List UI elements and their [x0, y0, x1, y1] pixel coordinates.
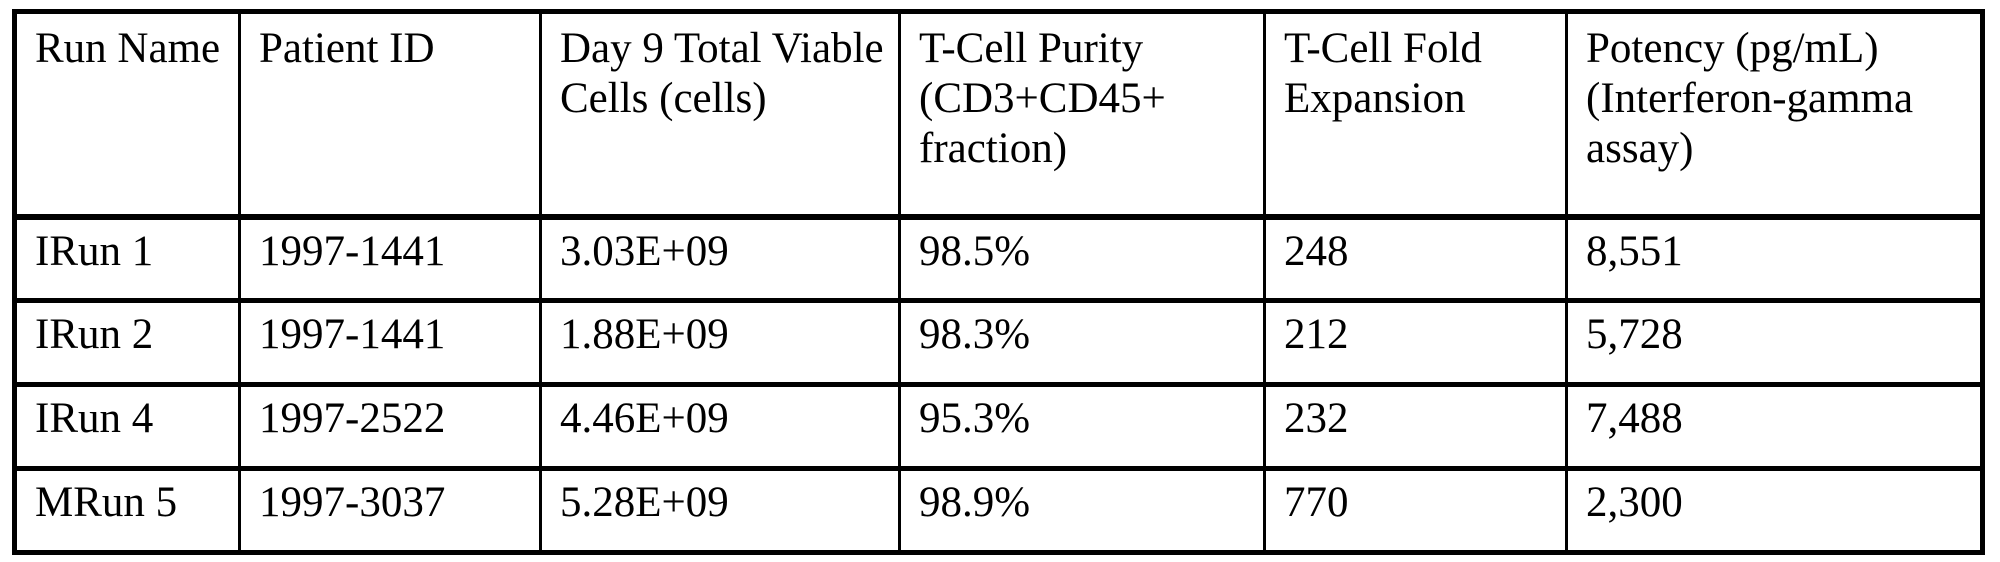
table-row: IRun 2 1997-1441 1.88E+09 98.3% 212 5,72… — [13, 298, 1984, 387]
header-cell-tcell-purity: T-Cell Purity (CD3+CD45+ fraction) — [898, 9, 1266, 220]
header-cell-fold-expansion: T-Cell Fold Expansion — [1263, 9, 1568, 220]
cell-run-name: IRun 4 — [13, 382, 241, 471]
cell-fold-expansion: 770 — [1263, 466, 1568, 555]
header-cell-run-name: Run Name — [13, 9, 241, 220]
cell-potency: 8,551 — [1565, 214, 1984, 303]
table-row: MRun 5 1997-3037 5.28E+09 98.9% 770 2,30… — [13, 466, 1984, 555]
cell-purity: 98.3% — [898, 298, 1266, 387]
cell-purity: 98.5% — [898, 214, 1266, 303]
results-table: Run Name Patient ID Day 9 Total Viable C… — [12, 9, 1985, 555]
cell-viable-cells: 1.88E+09 — [539, 298, 901, 387]
cell-fold-expansion: 232 — [1263, 382, 1568, 471]
cell-patient-id: 1997-1441 — [238, 298, 542, 387]
cell-patient-id: 1997-1441 — [238, 214, 542, 303]
cell-viable-cells: 4.46E+09 — [539, 382, 901, 471]
cell-run-name: IRun 2 — [13, 298, 241, 387]
cell-viable-cells: 3.03E+09 — [539, 214, 901, 303]
header-cell-day9-viable-cells: Day 9 Total Viable Cells (cells) — [539, 9, 901, 220]
cell-purity: 98.9% — [898, 466, 1266, 555]
cell-viable-cells: 5.28E+09 — [539, 466, 901, 555]
cell-fold-expansion: 248 — [1263, 214, 1568, 303]
header-cell-patient-id: Patient ID — [238, 9, 542, 220]
cell-potency: 2,300 — [1565, 466, 1984, 555]
cell-run-name: MRun 5 — [13, 466, 241, 555]
header-cell-potency: Potency (pg/mL) (Interferon-gamma assay) — [1565, 9, 1984, 220]
cell-purity: 95.3% — [898, 382, 1266, 471]
table-row: IRun 1 1997-1441 3.03E+09 98.5% 248 8,55… — [13, 214, 1984, 303]
table-row: IRun 4 1997-2522 4.46E+09 95.3% 232 7,48… — [13, 382, 1984, 471]
cell-fold-expansion: 212 — [1263, 298, 1568, 387]
cell-potency: 7,488 — [1565, 382, 1984, 471]
cell-patient-id: 1997-2522 — [238, 382, 542, 471]
cell-run-name: IRun 1 — [13, 214, 241, 303]
cell-patient-id: 1997-3037 — [238, 466, 542, 555]
cell-potency: 5,728 — [1565, 298, 1984, 387]
header-row: Run Name Patient ID Day 9 Total Viable C… — [13, 9, 1984, 220]
